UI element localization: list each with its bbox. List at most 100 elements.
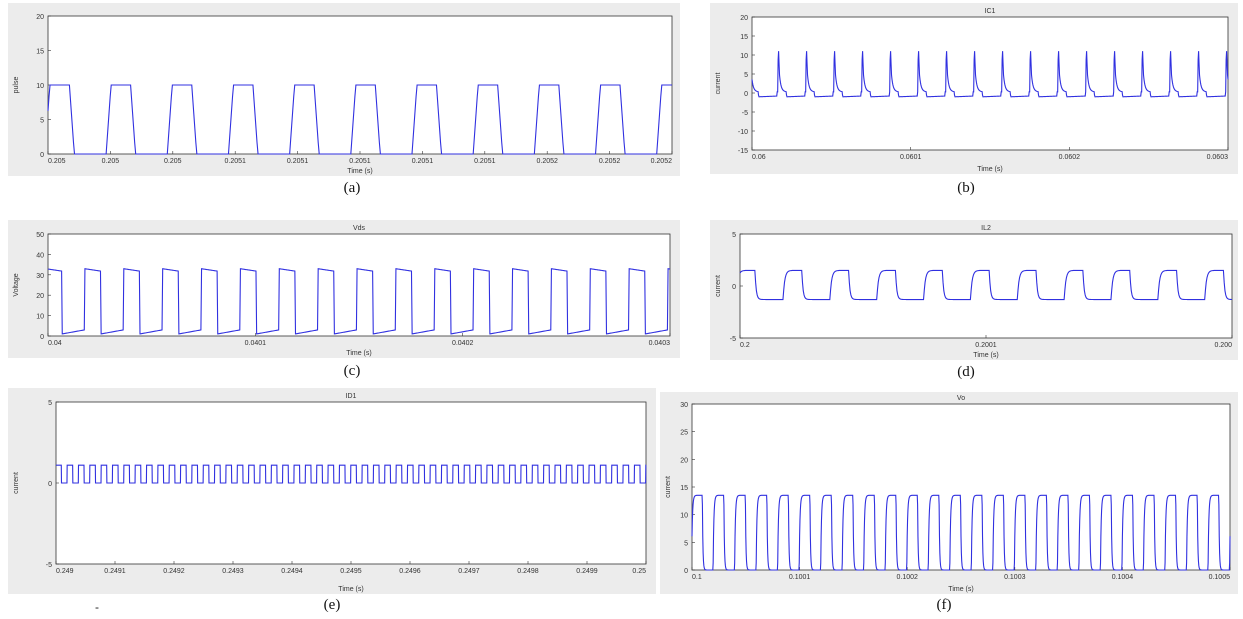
x-tick-label: 0.2052 <box>536 158 558 165</box>
x-tick-label: 0.2 <box>740 342 750 349</box>
y-tick-label: 10 <box>36 83 44 90</box>
caption-e: (e) <box>323 597 341 613</box>
x-tick-label: 0.2052 <box>651 158 673 165</box>
x-tick-label: 0.0603 <box>1207 154 1229 161</box>
y-axis-label: Voltage <box>13 273 20 296</box>
x-tick-label: 0.2495 <box>340 568 362 575</box>
waveform-series <box>56 464 647 484</box>
x-tick-label: 0.2051 <box>287 158 309 165</box>
y-axis-label: current <box>13 472 20 494</box>
x-axis-label: Time (s) <box>948 586 973 593</box>
y-tick-label: 20 <box>36 293 44 300</box>
x-tick-label: 0.2051 <box>224 158 246 165</box>
y-tick-label: 30 <box>680 402 688 409</box>
axes-box <box>47 233 671 337</box>
x-axis-label: Time (s) <box>973 352 998 359</box>
y-axis-label: current <box>665 476 672 498</box>
panel-b: -15 -10 -5 0 5 10 15 20 0.06 0.0601 0.0602 0.0603 Ti… <box>710 3 1238 174</box>
y-tick-label: 30 <box>36 273 44 280</box>
y-tick-label: 5 <box>40 118 44 125</box>
plot-a: 0 5 10 15 20 0.205 0.205 0.205 0.2051 0.2051 0.205… <box>13 14 673 175</box>
y-tick-label: 0 <box>744 91 748 98</box>
x-tick-label: 0.2494 <box>281 568 303 575</box>
y-tick-label: 10 <box>740 53 748 60</box>
x-tick-label: 0.1001 <box>789 574 811 581</box>
panel-d: -5 0 5 0.2 0.2001 0.200 Time (s) current IL2 <box>710 220 1238 360</box>
y-axis-label: pulse <box>13 77 20 94</box>
x-tick-label: 0.1004 <box>1112 574 1134 581</box>
panel-c: 0 10 20 30 40 50 0.04 0.0401 0.0402 0.0403 Time (s… <box>8 220 680 358</box>
axes-box <box>739 233 1233 339</box>
x-tick-label: 0.1005 <box>1209 574 1231 581</box>
y-tick-label: 25 <box>680 430 688 437</box>
chart-title: ID1 <box>346 393 357 400</box>
caption-d: (d) <box>957 364 975 380</box>
plot-e: -5 0 5 0.249 0.2491 0.2492 0.2493 0.2494 0.2495 0… <box>13 393 647 593</box>
y-tick-label: 10 <box>680 513 688 520</box>
x-tick-label: 0.249 <box>56 568 74 575</box>
y-tick-label: 5 <box>684 540 688 547</box>
y-tick-label: 15 <box>740 34 748 41</box>
waveform-series <box>47 268 671 335</box>
x-tick-label: 0.0402 <box>452 340 474 347</box>
y-tick-label: 10 <box>36 314 44 321</box>
y-tick-label: 40 <box>36 252 44 259</box>
caption-a: (a) <box>343 180 361 196</box>
y-tick-label: -15 <box>738 148 748 155</box>
y-axis-label: current <box>715 73 722 95</box>
stray-mark: - <box>95 600 99 614</box>
x-tick-label: 0.1002 <box>896 574 918 581</box>
chart-title: IL2 <box>981 225 991 232</box>
x-tick-label: 0.200 <box>1214 342 1232 349</box>
x-tick-label: 0.2498 <box>517 568 539 575</box>
x-tick-label: 0.2052 <box>599 158 621 165</box>
x-tick-label: 0.0401 <box>245 340 267 347</box>
y-tick-label: 0 <box>684 568 688 575</box>
x-tick-label: 0.1 <box>692 574 702 581</box>
y-tick-label: 20 <box>680 457 688 464</box>
x-axis-label: Time (s) <box>338 586 363 593</box>
chart-title: IC1 <box>985 8 996 15</box>
y-tick-label: -10 <box>738 129 748 136</box>
chart-title: Vo <box>957 395 965 402</box>
x-tick-label: 0.1003 <box>1004 574 1026 581</box>
waveform-series <box>739 269 1233 301</box>
y-tick-label: 0 <box>732 284 736 291</box>
panel-f: 0 5 10 15 20 25 30 0.1 0.1001 0.1002 0.1003 0.1004 0… <box>660 392 1238 594</box>
x-tick-label: 0.0601 <box>900 154 922 161</box>
y-tick-label: 0 <box>40 152 44 159</box>
x-axis-label: Time (s) <box>977 166 1002 173</box>
plot-b: -15 -10 -5 0 5 10 15 20 0.06 0.0601 0.0602 0.0603 Ti… <box>715 8 1229 173</box>
waveform-series <box>691 494 1231 571</box>
x-tick-label: 0.205 <box>48 158 66 165</box>
x-tick-label: 0.2051 <box>412 158 434 165</box>
x-tick-label: 0.2001 <box>975 342 997 349</box>
x-tick-label: 0.205 <box>102 158 120 165</box>
x-tick-label: 0.2497 <box>458 568 480 575</box>
axes-box <box>751 16 1229 151</box>
caption-f: (f) <box>936 597 952 613</box>
x-tick-label: 0.2499 <box>576 568 598 575</box>
y-tick-label: 5 <box>744 72 748 79</box>
plot-f: 0 5 10 15 20 25 30 0.1 0.1001 0.1002 0.1003 0.1004 0… <box>665 395 1231 593</box>
x-tick-label: 0.2491 <box>104 568 126 575</box>
y-tick-label: 15 <box>680 485 688 492</box>
y-tick-label: -5 <box>730 336 736 343</box>
x-tick-label: 0.2493 <box>222 568 244 575</box>
x-tick-label: 0.0602 <box>1059 154 1081 161</box>
y-tick-label: 15 <box>36 49 44 56</box>
x-tick-label: 0.0403 <box>649 340 671 347</box>
x-tick-label: 0.2051 <box>474 158 496 165</box>
y-tick-label: 5 <box>48 400 52 407</box>
plot-d: -5 0 5 0.2 0.2001 0.200 Time (s) current IL2 <box>715 225 1233 359</box>
y-tick-label: 0 <box>48 481 52 488</box>
x-tick-label: 0.25 <box>632 568 646 575</box>
x-tick-label: 0.2492 <box>163 568 185 575</box>
panel-e: -5 0 5 0.249 0.2491 0.2492 0.2493 0.2494 0.2495 0… <box>8 388 656 594</box>
panel-a: 0 5 10 15 20 0.205 0.205 0.205 0.2051 0.2051 0.205… <box>8 3 680 176</box>
chart-title: Vds <box>353 225 366 232</box>
caption-c: (c) <box>343 363 361 379</box>
caption-b: (b) <box>957 180 975 196</box>
x-axis-label: Time (s) <box>347 168 372 175</box>
x-tick-label: 0.04 <box>48 340 62 347</box>
